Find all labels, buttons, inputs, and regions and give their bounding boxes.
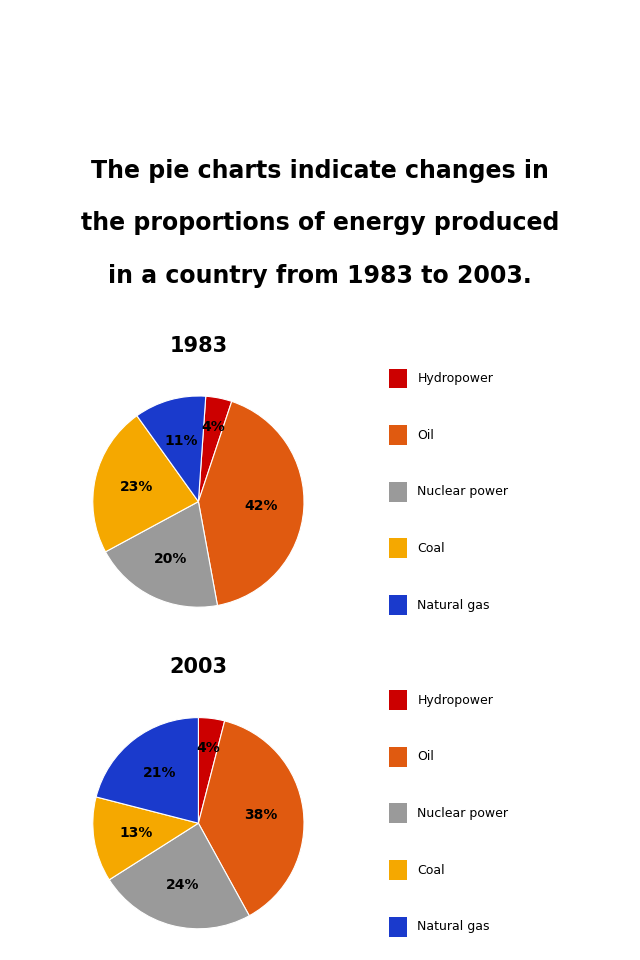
Text: in a country from 1983 to 2003.: in a country from 1983 to 2003. (108, 264, 532, 288)
Wedge shape (198, 721, 304, 916)
Text: 13%: 13% (119, 827, 152, 840)
Wedge shape (93, 416, 198, 552)
Text: 24%: 24% (166, 877, 200, 892)
Bar (389, 595, 407, 615)
Wedge shape (198, 718, 225, 824)
Text: The pie charts indicate changes in: The pie charts indicate changes in (91, 158, 549, 182)
Text: 11%: 11% (164, 434, 198, 447)
Text: 4%: 4% (202, 420, 225, 434)
Text: Natural gas: Natural gas (417, 598, 490, 612)
Bar (389, 690, 407, 710)
Text: Coal: Coal (417, 541, 445, 555)
Bar (389, 747, 407, 767)
Bar (389, 804, 407, 824)
Text: 1983: 1983 (170, 336, 227, 356)
Bar (389, 369, 407, 389)
Text: 21%: 21% (143, 766, 176, 780)
Bar (389, 539, 407, 559)
Text: Natural gas: Natural gas (417, 920, 490, 933)
Text: IELTS Academic: IELTS Academic (263, 18, 377, 34)
Text: 4%: 4% (196, 741, 220, 755)
Text: 38%: 38% (244, 808, 278, 823)
Text: 20%: 20% (154, 552, 188, 565)
Text: Coal: Coal (417, 863, 445, 876)
Text: 42%: 42% (245, 499, 278, 513)
Text: 2003: 2003 (170, 658, 227, 678)
Text: Hydropower: Hydropower (417, 372, 493, 385)
Wedge shape (96, 718, 198, 824)
Wedge shape (106, 501, 218, 607)
Text: Task 1 Band 9 Sample Answer: Task 1 Band 9 Sample Answer (86, 51, 554, 79)
Text: Nuclear power: Nuclear power (417, 806, 508, 820)
Wedge shape (137, 396, 206, 501)
Text: www.ieltsluminary.com: www.ieltsluminary.com (236, 99, 404, 114)
Text: Oil: Oil (417, 750, 434, 763)
Text: Hydropower: Hydropower (417, 693, 493, 707)
Wedge shape (109, 824, 249, 928)
Bar (389, 425, 407, 445)
Text: the proportions of energy produced: the proportions of energy produced (81, 211, 559, 235)
Wedge shape (198, 401, 304, 606)
Text: Nuclear power: Nuclear power (417, 485, 508, 498)
Text: 23%: 23% (120, 480, 154, 494)
Bar (389, 917, 407, 937)
Text: Oil: Oil (417, 428, 434, 442)
Wedge shape (198, 396, 232, 501)
Bar (389, 860, 407, 880)
Bar (389, 482, 407, 502)
Wedge shape (93, 797, 198, 879)
